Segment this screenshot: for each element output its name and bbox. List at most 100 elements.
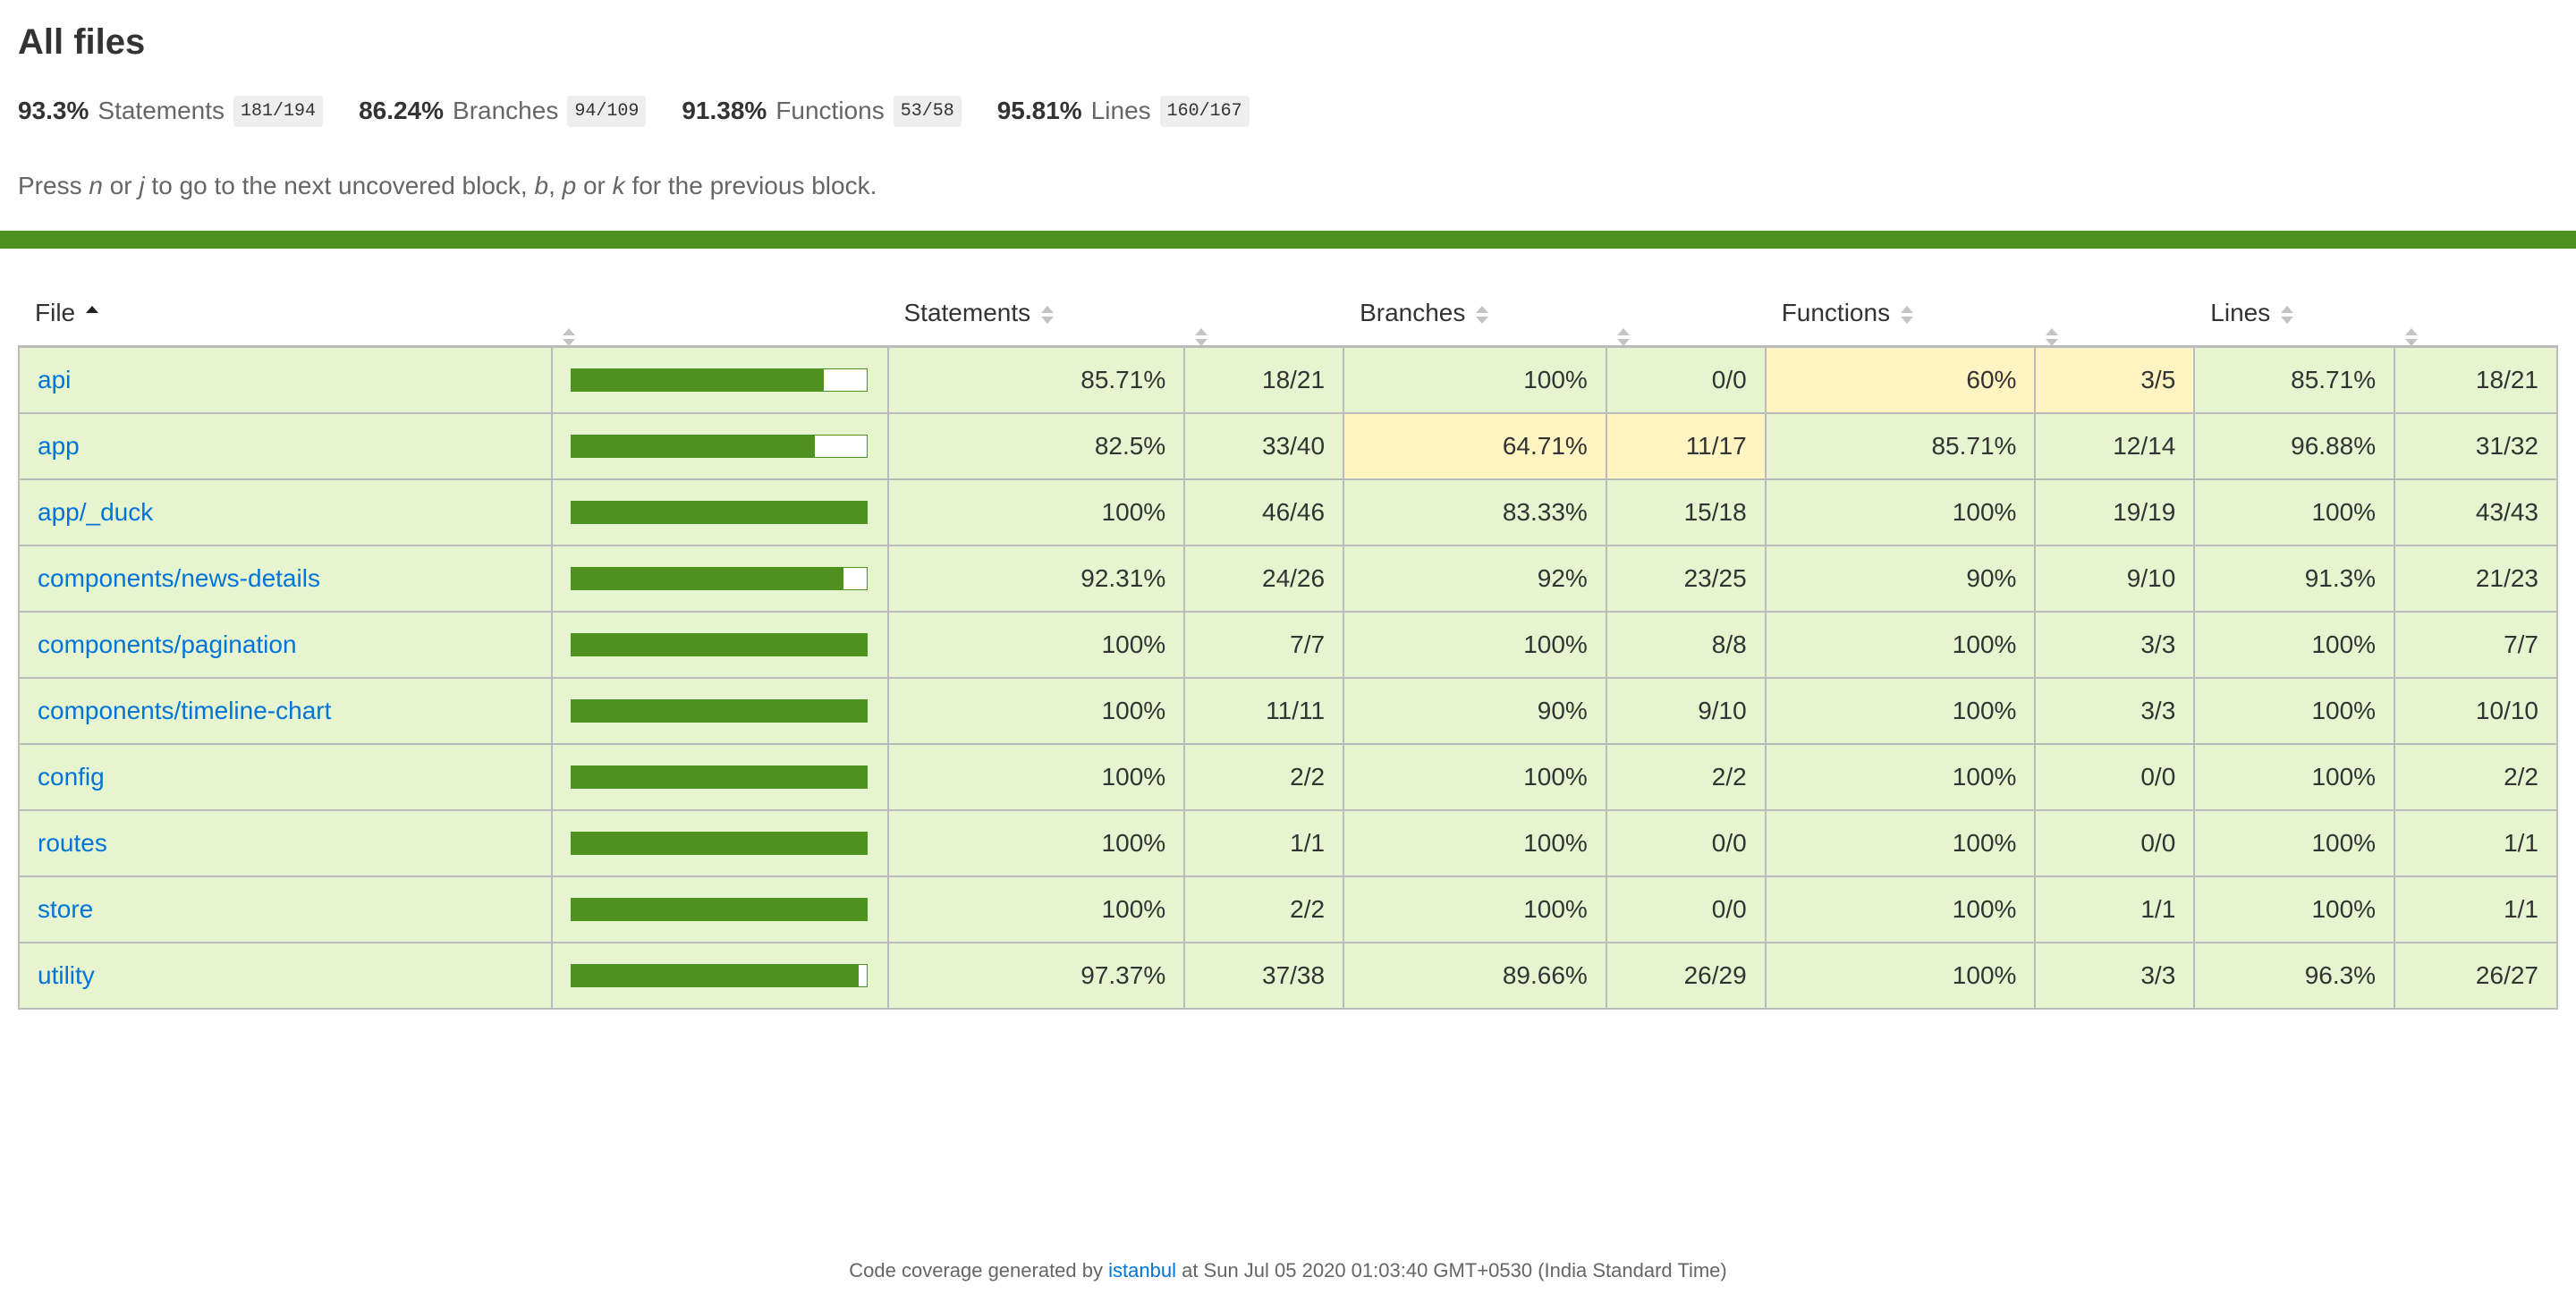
coverage-bar-cell (550, 611, 889, 679)
lines-fraction: 1/1 (2394, 809, 2558, 877)
coverage-bar-fill (571, 502, 867, 523)
table-row[interactable]: app/_duck 100% 46/46 83.33% 15/18 100% 19/19 10… (18, 478, 2558, 546)
hint-text: , (548, 172, 563, 199)
table-row[interactable]: config 100% 2/2 100% 2/2 100% 0/0 100% 2/2 (18, 743, 2558, 811)
file-cell[interactable]: components/pagination (18, 611, 553, 679)
header-label: Functions (1781, 299, 1891, 326)
statements-fraction: 2/2 (1183, 743, 1345, 811)
file-link[interactable]: api (38, 366, 72, 393)
table-row[interactable]: components/timeline-chart 100% 11/11 90% 9/1… (18, 677, 2558, 745)
summary-fraction: 53/58 (893, 95, 962, 127)
file-cell[interactable]: utility (18, 942, 553, 1010)
functions-pct: 90% (1764, 545, 2037, 613)
functions-pct: 100% (1764, 942, 2037, 1010)
header-file[interactable]: File (19, 281, 552, 348)
functions-fraction: 0/0 (2034, 809, 2196, 877)
header-functions-raw[interactable] (2035, 281, 2195, 348)
file-link[interactable]: components/news-details (38, 564, 320, 592)
branches-fraction: 15/18 (1605, 478, 1767, 546)
file-link[interactable]: app (38, 432, 80, 460)
coverage-bar-fill (571, 700, 867, 722)
statements-fraction: 33/40 (1183, 412, 1345, 480)
file-cell[interactable]: config (18, 743, 553, 811)
istanbul-link[interactable]: istanbul (1108, 1259, 1176, 1281)
page-title: All files (18, 22, 146, 62)
file-cell[interactable]: routes (18, 809, 553, 877)
file-cell[interactable]: app (18, 412, 553, 480)
statements-pct: 97.37% (886, 942, 1186, 1010)
coverage-bar (570, 699, 868, 723)
table-row[interactable]: components/pagination 100% 7/7 100% 8/8 100% 3… (18, 611, 2558, 679)
sort-icon (1041, 305, 1055, 325)
header-statements[interactable]: Statements (887, 281, 1185, 348)
header-branches[interactable]: Branches (1343, 281, 1606, 348)
lines-fraction: 1/1 (2394, 875, 2558, 943)
hint-text: to go to the next uncovered block, (144, 172, 535, 199)
coverage-bar-cell (550, 875, 889, 943)
coverage-bar-cell (550, 545, 889, 613)
lines-pct: 96.3% (2193, 942, 2396, 1010)
coverage-bar (570, 501, 868, 524)
summary-lines: 95.81% Lines 160/167 (996, 95, 1250, 127)
file-cell[interactable]: api (18, 345, 553, 414)
file-link[interactable]: store (38, 895, 94, 923)
table-row[interactable]: components/news-details 92.31% 24/26 92% 23/… (18, 545, 2558, 613)
table-row[interactable]: utility 97.37% 37/38 89.66% 26/29 100% 3/3 96.3… (18, 942, 2558, 1010)
file-link[interactable]: components/pagination (38, 630, 297, 658)
file-link[interactable]: utility (38, 961, 95, 989)
header-label: File (35, 299, 76, 326)
footer: Code coverage generated by istanbul at S… (0, 1259, 2576, 1282)
functions-pct: 60% (1764, 345, 2037, 414)
statements-fraction: 11/11 (1183, 677, 1345, 745)
file-link[interactable]: components/timeline-chart (38, 697, 332, 724)
coverage-bar (570, 368, 868, 392)
table-row[interactable]: api 85.71% 18/21 100% 0/0 60% 3/5 85.71% 18/21 (18, 345, 2558, 414)
summary-fraction: 160/167 (1159, 95, 1250, 127)
summary-pct: 95.81% (996, 97, 1082, 124)
file-link[interactable]: routes (38, 829, 107, 857)
coverage-bar-fill (571, 899, 867, 920)
table-row[interactable]: store 100% 2/2 100% 0/0 100% 1/1 100% 1/1 (18, 875, 2558, 943)
branches-pct: 83.33% (1343, 478, 1607, 546)
functions-pct: 100% (1764, 478, 2037, 546)
summary-branches: 86.24% Branches 94/109 (359, 95, 647, 127)
file-link[interactable]: config (38, 763, 105, 791)
lines-fraction: 2/2 (2394, 743, 2558, 811)
file-cell[interactable]: components/timeline-chart (18, 677, 553, 745)
table-row[interactable]: app 82.5% 33/40 64.71% 11/17 85.71% 12/14 96.88… (18, 412, 2558, 480)
statements-fraction: 18/21 (1183, 345, 1345, 414)
functions-fraction: 3/3 (2034, 942, 2196, 1010)
sort-icon (1476, 305, 1489, 325)
header-file-bar[interactable] (551, 281, 888, 348)
lines-fraction: 43/43 (2394, 478, 2558, 546)
file-cell[interactable]: store (18, 875, 553, 943)
coverage-summary: 93.3% Statements 181/194 86.24% Branches… (18, 93, 2558, 129)
table-header-row: File Statements Branches Functions Lines (19, 281, 2557, 348)
hint-text: for the previous block. (624, 172, 877, 199)
header-label: Branches (1360, 299, 1466, 326)
file-cell[interactable]: components/news-details (18, 545, 553, 613)
file-link[interactable]: app/_duck (38, 498, 154, 526)
statements-fraction: 2/2 (1183, 875, 1345, 943)
table-row[interactable]: routes 100% 1/1 100% 0/0 100% 0/0 100% 1/1 (18, 809, 2558, 877)
functions-pct: 100% (1764, 611, 2037, 679)
branches-pct: 100% (1343, 809, 1607, 877)
file-cell[interactable]: app/_duck (18, 478, 553, 546)
header-statements-raw[interactable] (1184, 281, 1344, 348)
branches-pct: 90% (1343, 677, 1607, 745)
header-branches-raw[interactable] (1606, 281, 1766, 348)
functions-pct: 100% (1764, 743, 2037, 811)
summary-label: Functions (775, 97, 885, 124)
coverage-bar (570, 435, 868, 458)
header-lines[interactable]: Lines (2194, 281, 2395, 348)
coverage-bar-cell (550, 809, 889, 877)
statements-pct: 100% (886, 478, 1186, 546)
header-lines-raw[interactable] (2394, 281, 2557, 348)
sort-ascending-icon (86, 305, 99, 325)
keyboard-hint: Press n or j to go to the next uncovered… (18, 172, 2558, 200)
statements-pct: 100% (886, 875, 1186, 943)
statements-pct: 100% (886, 743, 1186, 811)
functions-fraction: 19/19 (2034, 478, 2196, 546)
header-functions[interactable]: Functions (1765, 281, 2036, 348)
statements-pct: 100% (886, 611, 1186, 679)
